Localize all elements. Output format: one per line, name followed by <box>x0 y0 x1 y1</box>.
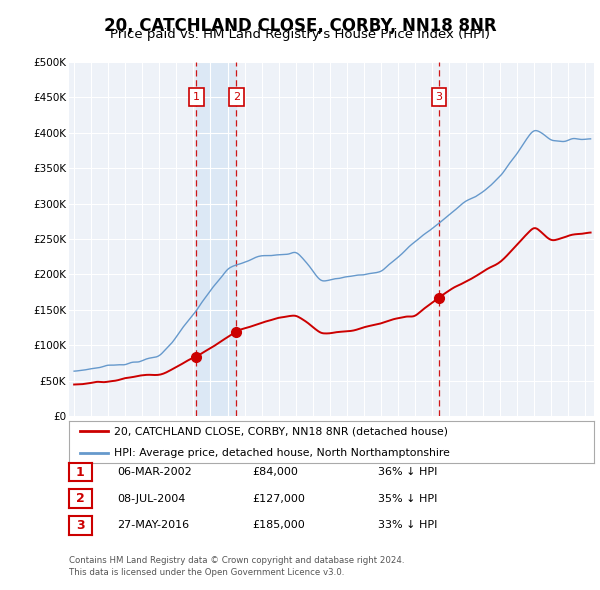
Text: 36% ↓ HPI: 36% ↓ HPI <box>378 467 437 477</box>
Text: 35% ↓ HPI: 35% ↓ HPI <box>378 494 437 503</box>
Text: HPI: Average price, detached house, North Northamptonshire: HPI: Average price, detached house, Nort… <box>113 448 449 457</box>
Text: 1: 1 <box>193 93 200 102</box>
Text: £185,000: £185,000 <box>252 520 305 530</box>
Text: 27-MAY-2016: 27-MAY-2016 <box>117 520 189 530</box>
Text: Price paid vs. HM Land Registry's House Price Index (HPI): Price paid vs. HM Land Registry's House … <box>110 28 490 41</box>
Text: 20, CATCHLAND CLOSE, CORBY, NN18 8NR (detached house): 20, CATCHLAND CLOSE, CORBY, NN18 8NR (de… <box>113 427 448 436</box>
Text: 3: 3 <box>436 93 443 102</box>
Text: 2: 2 <box>76 492 85 505</box>
Text: £127,000: £127,000 <box>252 494 305 503</box>
Text: 06-MAR-2002: 06-MAR-2002 <box>117 467 192 477</box>
Text: 2: 2 <box>233 93 240 102</box>
Bar <box>196 62 236 416</box>
Text: 1: 1 <box>76 466 85 478</box>
Text: 33% ↓ HPI: 33% ↓ HPI <box>378 520 437 530</box>
Text: 08-JUL-2004: 08-JUL-2004 <box>117 494 185 503</box>
Text: 20, CATCHLAND CLOSE, CORBY, NN18 8NR: 20, CATCHLAND CLOSE, CORBY, NN18 8NR <box>104 17 496 35</box>
Text: £84,000: £84,000 <box>252 467 298 477</box>
Text: 3: 3 <box>76 519 85 532</box>
Text: Contains HM Land Registry data © Crown copyright and database right 2024.
This d: Contains HM Land Registry data © Crown c… <box>69 556 404 577</box>
